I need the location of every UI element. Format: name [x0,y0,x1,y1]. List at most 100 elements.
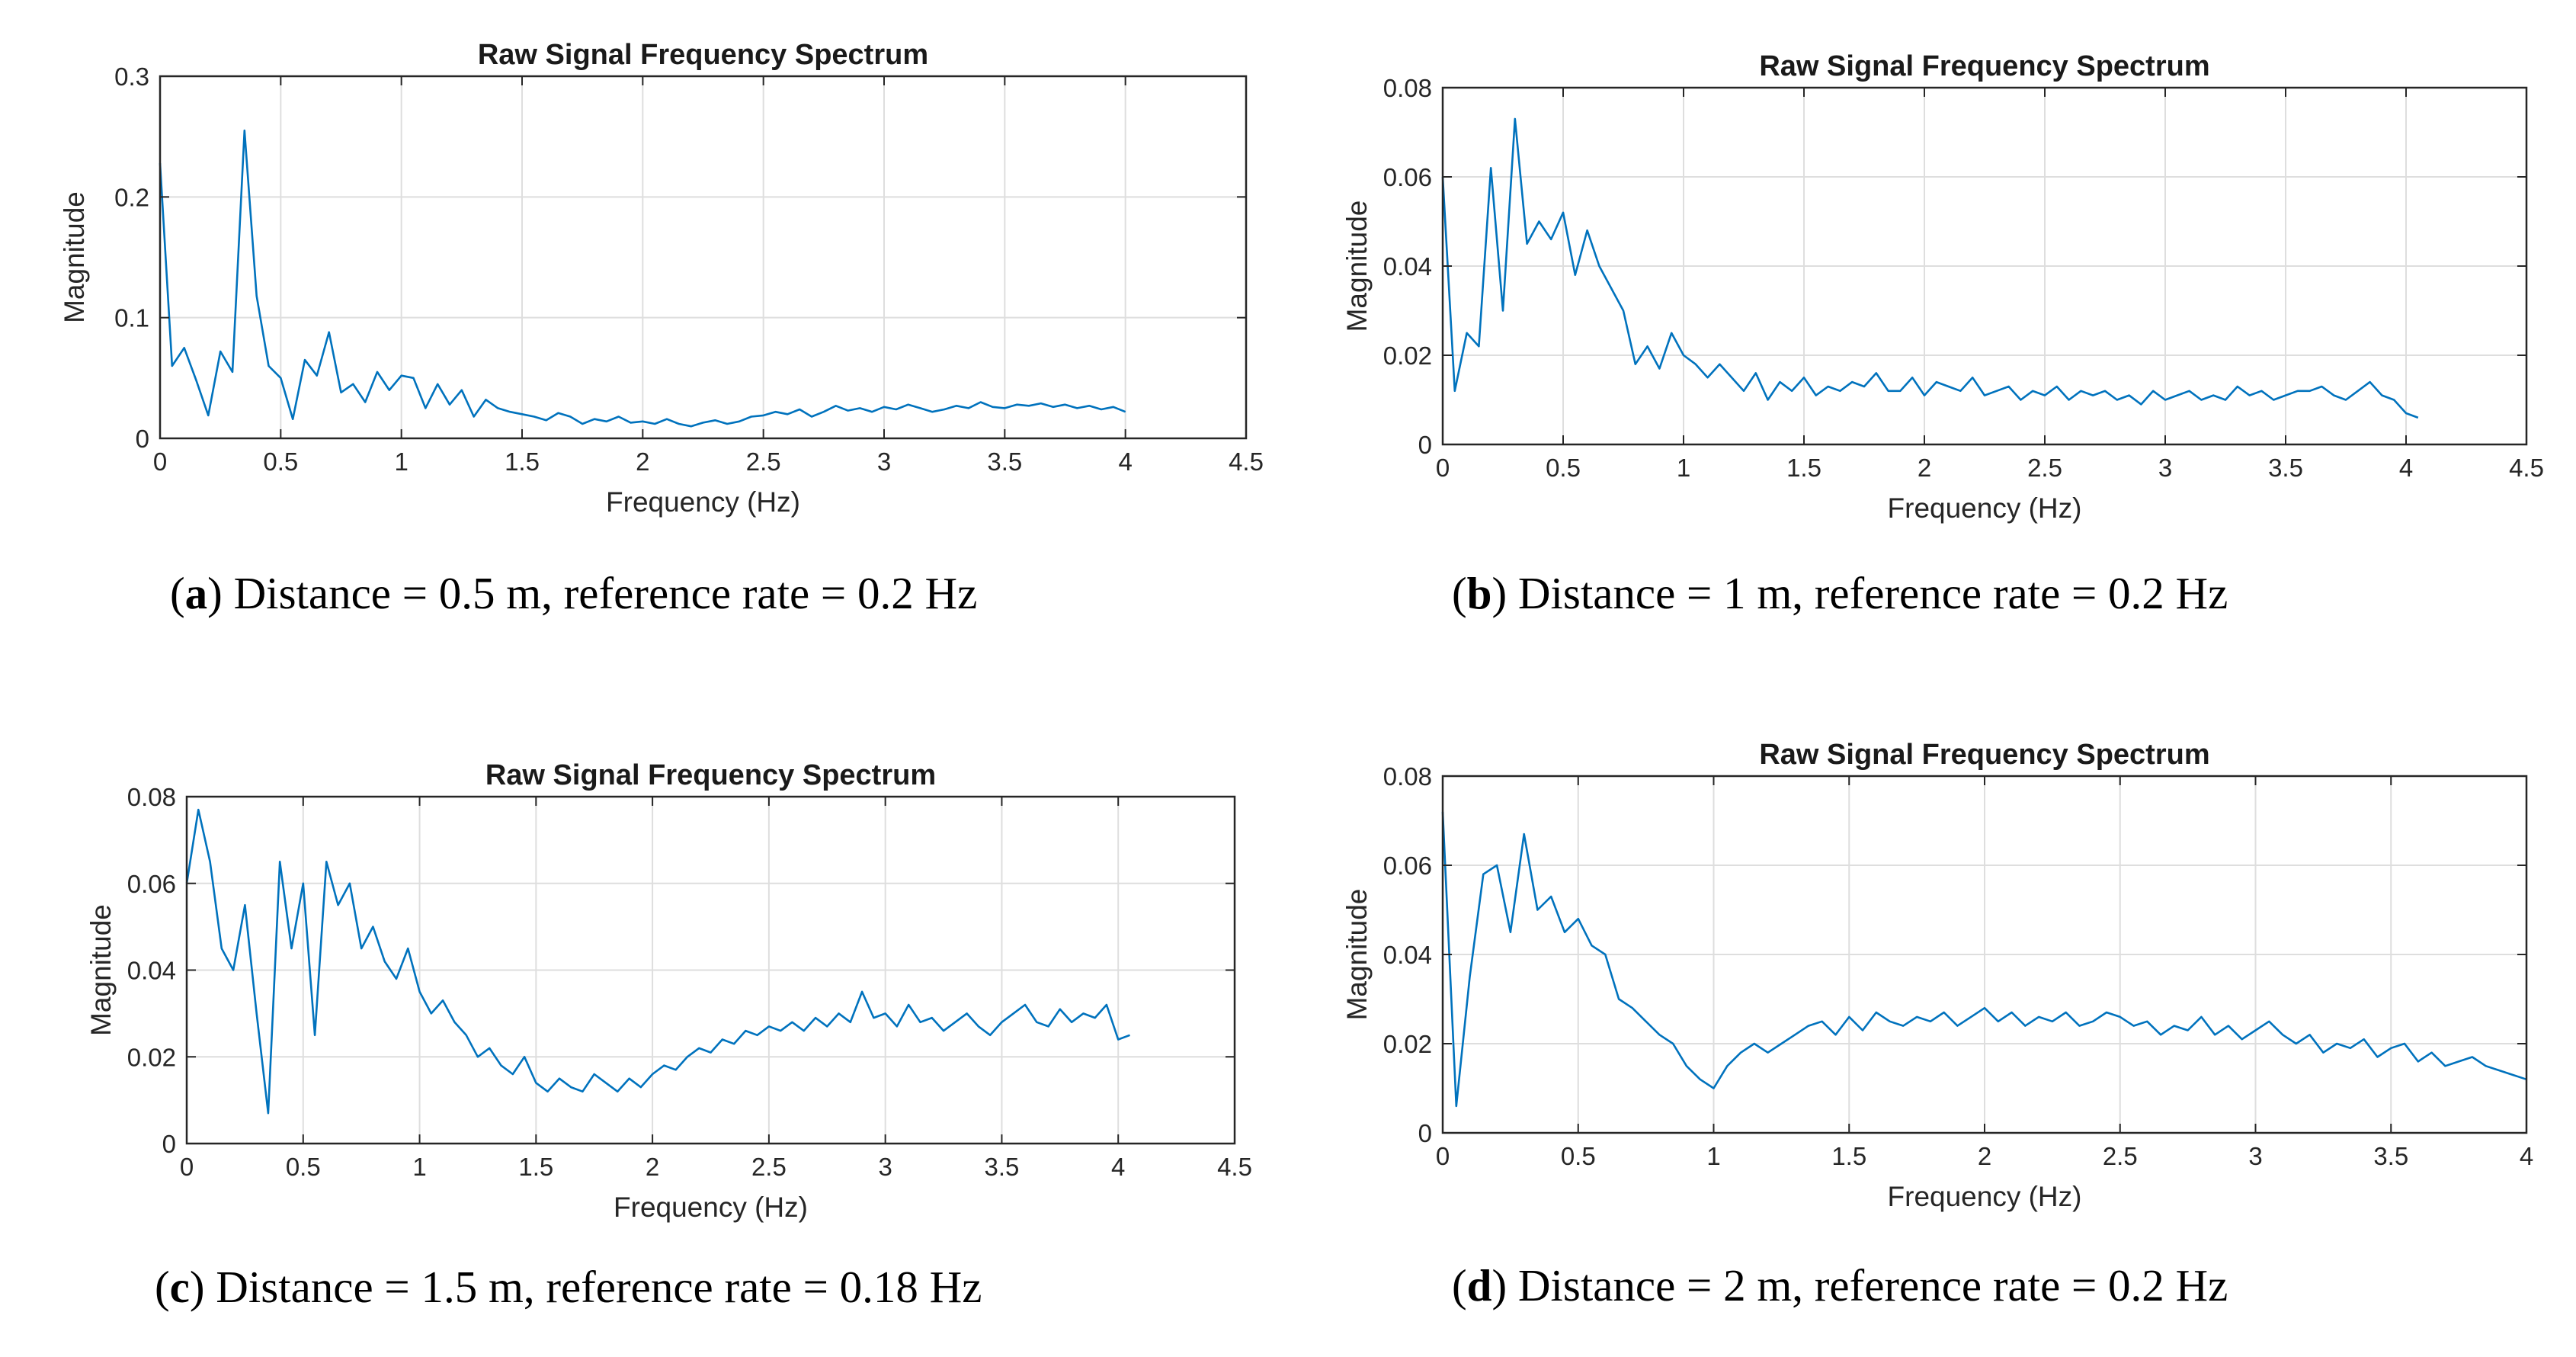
x-tick-label: 2.5 [751,1153,787,1181]
chart-panel-d: 0 0.5 1 1.5 2 2.5 3 3.5 4 0 0.02 0.04 0.06 0.08 Raw Si… [1341,739,2533,1310]
x-tick-label: 2 [1918,454,1931,482]
y-tick-label: 0.3 [114,63,149,91]
caption: (c) Distance = 1.5 m, reference rate = 0… [155,1262,982,1312]
x-tick-label: 1 [1706,1142,1720,1170]
y-tick-label: 0.08 [1383,74,1432,102]
y-tick-label: 0 [1418,1119,1432,1147]
chart-panel-a: 0 0.5 1 1.5 2 2.5 3 3.5 4 4.5 0 0.1 0.2 0.3 Raw Signal… [59,39,1264,618]
x-tick-label: 4.5 [1217,1153,1252,1181]
x-tick-label: 0 [153,448,167,476]
y-tick-label: 0.06 [1383,852,1432,880]
x-tick-label: 4 [2520,1142,2533,1170]
x-tick-label: 1.5 [505,448,540,476]
x-tick-label: 0 [1436,454,1450,482]
caption-paren-open: ( [170,568,185,618]
caption-paren-close: ) [1491,568,1517,618]
y-tick-label: 0.1 [114,304,149,332]
y-tick-label: 0.02 [1383,1030,1432,1058]
x-tick-label: 1.5 [1786,454,1821,482]
caption-text: Distance = 1 m, reference rate = 0.2 Hz [1518,568,2228,618]
chart-title: Raw Signal Frequency Spectrum [1759,739,2209,771]
chart-title: Raw Signal Frequency Spectrum [1759,50,2209,82]
y-tick-label: 0.06 [1383,163,1432,191]
y-tick-label: 0.04 [1383,252,1432,281]
y-axis-label: Magnitude [59,191,90,323]
x-tick-label: 2 [1978,1142,1991,1170]
x-tick-label: 1 [394,448,408,476]
series-line-spectrum [1441,811,2527,1108]
x-tick-label: 0 [180,1153,194,1181]
x-tick-label: 0.5 [1561,1142,1596,1170]
x-tick-label: 0.5 [286,1153,321,1181]
x-tick-label: 4 [1118,448,1132,476]
x-axis-label: Frequency (Hz) [606,486,800,518]
x-tick-label: 2 [636,448,649,476]
x-tick-label: 2 [646,1153,659,1181]
y-axis-label: Magnitude [85,904,117,1036]
y-tick-label: 0.08 [1383,762,1432,791]
x-tick-label: 2.5 [2027,454,2062,482]
chart-title: Raw Signal Frequency Spectrum [485,759,936,791]
x-tick-label: 3.5 [985,1153,1020,1181]
caption-letter: b [1467,568,1492,618]
x-tick-label: 1 [1677,454,1690,482]
caption-paren-close: ) [207,568,233,618]
caption-paren-close: ) [190,1262,216,1312]
caption-letter: d [1467,1260,1492,1310]
x-axis-label: Frequency (Hz) [1888,492,2082,524]
caption: (d) Distance = 2 m, reference rate = 0.2… [1452,1260,2228,1310]
x-axis-label: Frequency (Hz) [1888,1181,2082,1212]
chart-panel-c: 0 0.5 1 1.5 2 2.5 3 3.5 4 4.5 0 0.02 0.04 0.06 0.08 Raw… [85,759,1252,1312]
y-tick-label: 0.06 [127,870,176,898]
x-tick-label: 4 [1111,1153,1125,1181]
caption-text: Distance = 0.5 m, reference rate = 0.2 H… [234,568,978,618]
caption: (a) Distance = 0.5 m, reference rate = 0… [170,568,977,618]
x-tick-label: 1.5 [518,1153,553,1181]
x-tick-label: 3 [2248,1142,2262,1170]
y-tick-label: 0.04 [127,957,176,985]
x-tick-label: 3 [2158,454,2172,482]
y-tick-label: 0.02 [127,1043,176,1071]
y-tick-label: 0.2 [114,183,149,211]
x-tick-label: 2.5 [2103,1142,2138,1170]
series-line-spectrum [1441,117,2419,419]
caption-text: Distance = 2 m, reference rate = 0.2 Hz [1518,1260,2228,1310]
x-tick-label: 3 [877,448,891,476]
x-tick-label: 0.5 [1546,454,1581,482]
caption-letter: a [185,568,208,618]
x-tick-label: 4.5 [2509,454,2544,482]
y-tick-label: 0.08 [127,783,176,811]
caption-paren-open: ( [155,1262,170,1312]
y-tick-label: 0 [136,425,149,453]
caption-paren-close: ) [1491,1260,1517,1310]
caption: (b) Distance = 1 m, reference rate = 0.2… [1452,568,2228,618]
y-axis-label: Magnitude [1341,889,1373,1021]
y-tick-label: 0.04 [1383,941,1432,969]
x-tick-label: 4 [2399,454,2413,482]
caption-paren-open: ( [1452,1260,1467,1310]
series-line-spectrum [159,129,1126,428]
chart-panel-b: 0 0.5 1 1.5 2 2.5 3 3.5 4 4.5 0 0.02 0.04 0.06 0.08 Raw… [1341,50,2544,618]
y-tick-label: 0 [162,1130,176,1158]
x-tick-label: 1 [412,1153,426,1181]
caption-paren-open: ( [1452,568,1467,618]
y-tick-label: 0 [1418,431,1432,459]
x-tick-label: 3.5 [2268,454,2303,482]
x-axis-label: Frequency (Hz) [614,1192,808,1223]
x-tick-label: 3 [878,1153,892,1181]
caption-text: Distance = 1.5 m, reference rate = 0.18 … [216,1262,982,1312]
x-tick-label: 1.5 [1831,1142,1866,1170]
axes-frame [159,75,1248,440]
x-tick-label: 0.5 [263,448,298,476]
plot-area [160,76,1246,438]
series-line-spectrum [185,808,1130,1115]
x-tick-label: 2.5 [746,448,781,476]
x-tick-label: 0 [1436,1142,1450,1170]
x-tick-label: 3.5 [2373,1142,2408,1170]
y-tick-label: 0.02 [1383,342,1432,370]
y-axis-label: Magnitude [1341,201,1373,332]
x-tick-label: 3.5 [987,448,1022,476]
caption-letter: c [170,1262,190,1312]
x-tick-label: 4.5 [1229,448,1264,476]
